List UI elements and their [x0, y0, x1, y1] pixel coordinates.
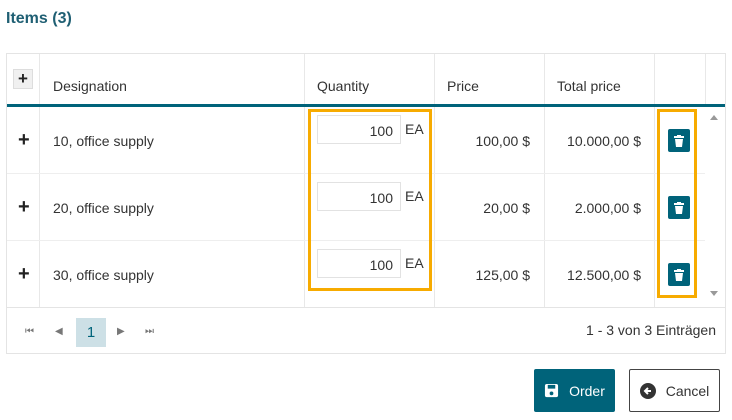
delete-button[interactable] — [668, 196, 690, 219]
scroll-up-icon[interactable] — [710, 115, 718, 120]
unit-label: EA — [405, 255, 424, 271]
table-row: + 20, office supply 100 EA 20,00 $ 2.000… — [7, 174, 705, 241]
page-1-button[interactable]: 1 — [76, 318, 106, 347]
section-title: Items (3) — [6, 10, 72, 27]
price-cell: 100,00 $ — [475, 133, 531, 149]
last-page-icon[interactable]: ⏭ — [145, 326, 154, 337]
quantity-highlight — [308, 109, 432, 291]
delete-button[interactable] — [668, 263, 690, 286]
table-row: + 30, office supply 100 EA 125,00 $ 12.5… — [7, 241, 705, 308]
header-designation[interactable]: Designation — [53, 78, 127, 94]
designation-cell: 20, office supply — [53, 200, 154, 216]
prev-page-icon[interactable]: ◀ — [55, 326, 63, 337]
header-total-price[interactable]: Total price — [557, 78, 621, 94]
save-icon — [545, 383, 559, 398]
add-row-button[interactable]: + — [13, 69, 33, 89]
quantity-input[interactable]: 100 — [317, 182, 401, 211]
total-price-cell: 10.000,00 $ — [567, 133, 641, 149]
trash-icon — [674, 268, 684, 281]
delete-button[interactable] — [668, 129, 690, 152]
header-quantity[interactable]: Quantity — [317, 78, 370, 94]
designation-cell: 30, office supply — [53, 267, 154, 283]
order-label: Order — [569, 382, 605, 399]
first-page-icon[interactable]: ⏮ — [25, 326, 34, 337]
header-price[interactable]: Price — [447, 78, 479, 94]
items-grid: + Designation Quantity Price Total price… — [6, 53, 726, 354]
total-price-cell: 12.500,00 $ — [567, 267, 641, 283]
trash-icon — [674, 201, 684, 214]
delete-highlight — [657, 109, 697, 298]
scroll-down-icon[interactable] — [710, 291, 718, 296]
vertical-scrollbar[interactable] — [706, 107, 725, 307]
designation-cell: 10, office supply — [53, 133, 154, 149]
price-cell: 125,00 $ — [475, 267, 531, 283]
cancel-label: Cancel — [665, 382, 710, 399]
total-price-cell: 2.000,00 $ — [574, 200, 641, 216]
cancel-button[interactable]: Cancel — [629, 369, 720, 412]
expand-row-icon[interactable]: + — [18, 196, 30, 218]
next-page-icon[interactable]: ▶ — [117, 326, 125, 337]
price-cell: 20,00 $ — [483, 200, 530, 216]
expand-row-icon[interactable]: + — [18, 129, 30, 151]
table-row: + 10, office supply 100 EA 100,00 $ 10.0… — [7, 107, 705, 174]
quantity-input[interactable]: 100 — [317, 249, 401, 278]
arrow-left-circle-icon — [639, 382, 656, 399]
pager-info: 1 - 3 von 3 Einträgen — [586, 322, 716, 338]
unit-label: EA — [405, 188, 424, 204]
expand-row-icon[interactable]: + — [18, 263, 30, 285]
trash-icon — [674, 134, 684, 147]
unit-label: EA — [405, 121, 424, 137]
order-button[interactable]: Order — [534, 369, 615, 412]
quantity-input[interactable]: 100 — [317, 115, 401, 144]
pager: ⏮ ◀ 1 ▶ ⏭ 1 - 3 von 3 Einträgen — [7, 307, 725, 353]
